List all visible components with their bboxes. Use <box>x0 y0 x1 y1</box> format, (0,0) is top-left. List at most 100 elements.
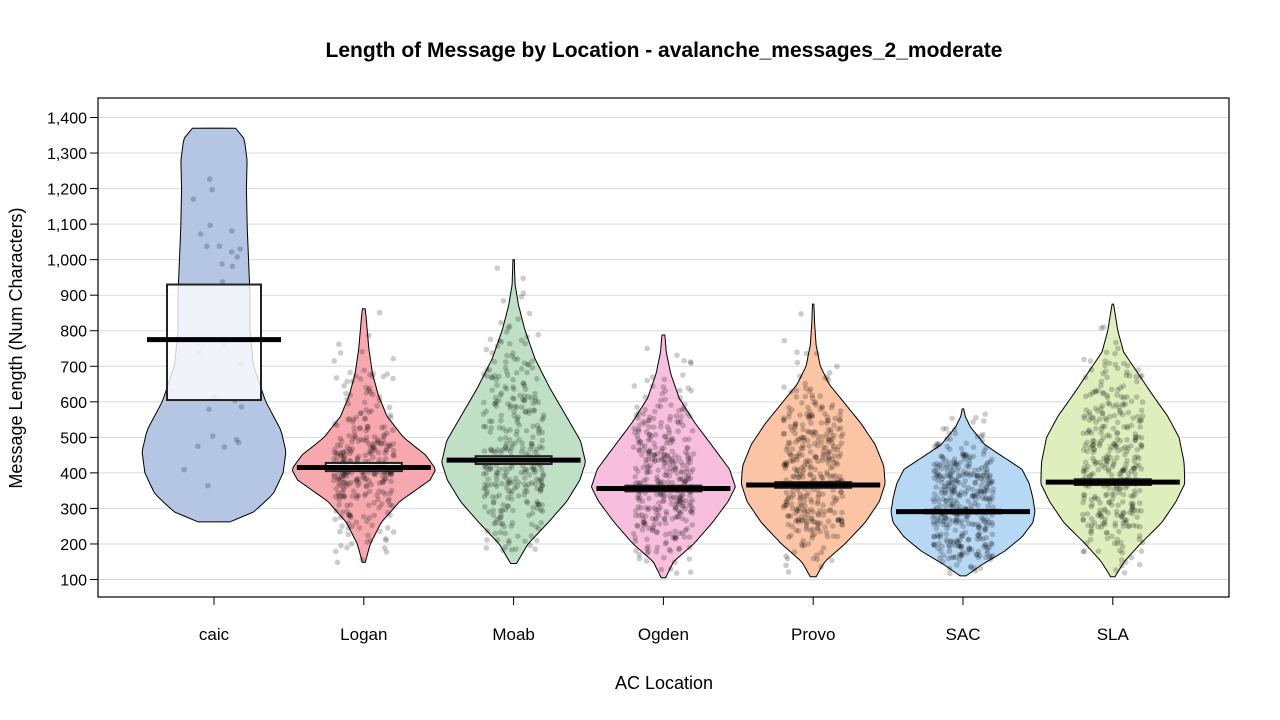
data-point <box>946 459 953 466</box>
data-point <box>348 448 355 455</box>
data-point <box>681 478 688 485</box>
data-point <box>509 445 515 451</box>
data-point <box>970 419 976 425</box>
data-point <box>687 359 694 365</box>
data-point <box>781 461 787 468</box>
data-point <box>959 531 965 537</box>
data-point <box>341 453 348 459</box>
data-point <box>663 440 670 447</box>
data-point <box>1133 434 1139 441</box>
data-point <box>676 454 682 461</box>
data-point <box>538 486 544 492</box>
data-point <box>1137 374 1144 380</box>
data-point <box>661 460 667 466</box>
data-point <box>1098 462 1105 469</box>
data-point <box>512 485 518 491</box>
data-point <box>633 512 639 519</box>
data-point <box>530 400 536 407</box>
data-point <box>945 480 951 486</box>
data-point <box>488 464 494 471</box>
data-point <box>339 476 346 483</box>
y-tick-label: 1,100 <box>47 217 87 234</box>
data-point <box>653 506 659 513</box>
data-point <box>535 399 542 406</box>
data-point <box>985 496 992 503</box>
data-point <box>494 537 501 543</box>
data-point <box>801 507 807 513</box>
data-point <box>794 508 800 514</box>
data-point <box>1101 455 1107 462</box>
data-point <box>664 437 671 443</box>
data-point <box>989 495 996 501</box>
data-point <box>640 419 646 425</box>
data-point <box>381 545 388 551</box>
data-point <box>1082 374 1089 381</box>
data-point <box>1124 436 1130 443</box>
data-point <box>333 508 340 514</box>
data-point <box>794 359 801 366</box>
data-point <box>636 447 643 454</box>
data-point <box>984 466 990 473</box>
data-point <box>1119 543 1126 550</box>
data-point <box>514 356 521 362</box>
data-point <box>943 522 950 528</box>
data-point <box>680 406 686 413</box>
data-point <box>1119 411 1126 418</box>
data-point <box>643 429 650 435</box>
data-point <box>964 463 970 469</box>
data-point <box>496 466 503 473</box>
data-point <box>356 425 363 432</box>
data-point <box>948 464 954 470</box>
data-point <box>229 228 235 234</box>
data-point <box>1134 514 1140 520</box>
violin-sac <box>890 408 1036 577</box>
data-point <box>238 404 245 410</box>
data-point <box>952 430 959 437</box>
data-point <box>780 417 787 424</box>
data-point <box>369 445 376 451</box>
data-point <box>496 492 503 499</box>
data-point <box>655 403 661 409</box>
data-point <box>521 393 528 400</box>
data-point <box>498 449 504 456</box>
data-point <box>689 497 696 504</box>
data-point <box>361 513 367 520</box>
data-point <box>498 511 504 518</box>
data-point <box>964 470 971 477</box>
data-point <box>516 422 523 428</box>
data-point <box>634 523 641 529</box>
data-point <box>1132 431 1139 437</box>
data-point <box>500 425 507 432</box>
data-point <box>1119 467 1126 474</box>
data-point <box>989 456 995 463</box>
data-point <box>953 554 959 560</box>
data-point <box>1086 409 1093 416</box>
data-point <box>486 367 493 373</box>
data-point <box>482 485 489 491</box>
data-point <box>347 513 353 519</box>
data-point <box>825 518 832 525</box>
data-point <box>386 496 392 503</box>
data-point <box>807 472 814 478</box>
data-point <box>649 527 656 534</box>
data-point <box>337 442 344 449</box>
data-point <box>332 516 339 523</box>
data-point <box>792 421 799 428</box>
data-point <box>832 498 839 504</box>
data-point <box>960 471 967 478</box>
data-point <box>785 521 791 528</box>
data-point <box>942 483 948 490</box>
data-point <box>1114 536 1120 543</box>
data-point <box>989 531 996 538</box>
data-point <box>507 404 514 411</box>
data-point <box>802 393 809 400</box>
data-point <box>1118 557 1125 563</box>
data-point <box>790 492 797 498</box>
data-point <box>1084 439 1090 446</box>
data-point <box>508 402 514 409</box>
data-point <box>957 537 963 544</box>
data-point <box>639 443 645 450</box>
data-point <box>794 467 800 474</box>
y-tick-label: 600 <box>60 395 87 412</box>
data-point <box>387 414 394 421</box>
